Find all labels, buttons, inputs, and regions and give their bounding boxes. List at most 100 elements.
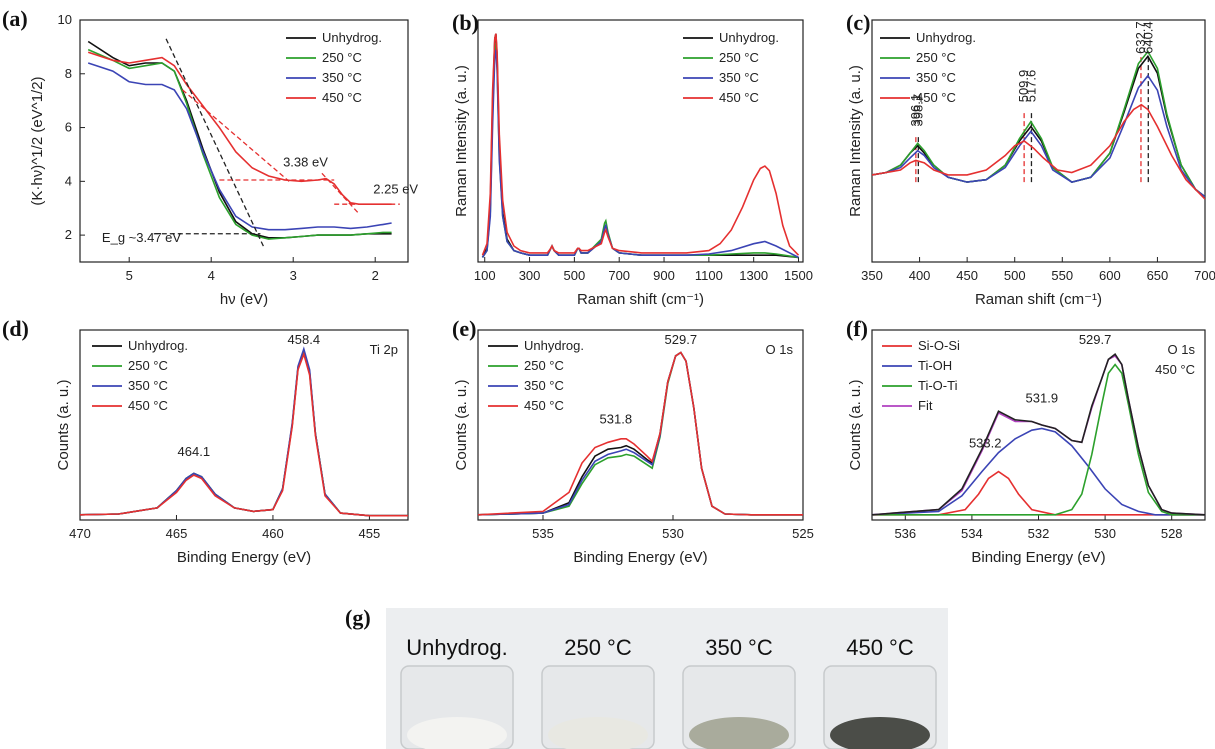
x-axis-label: hν (eV): [220, 291, 268, 308]
legend-label: 350 °C: [916, 70, 956, 85]
powder-sample: [548, 717, 648, 749]
chart-panel-e: 535 530 525 Binding Energy (eV) Counts (a. u…: [452, 316, 814, 566]
x-tick-label: 530: [662, 526, 684, 541]
peak-label: 509.9: [1016, 70, 1031, 103]
fit-line: [321, 172, 360, 215]
panel-subtitle: 450 °C: [1155, 362, 1195, 377]
annotation-label: 531.9: [1026, 391, 1059, 406]
series-line: [478, 351, 803, 516]
legend-label: 450 °C: [322, 90, 362, 105]
y-axis-label: Counts (a. u.): [453, 380, 470, 471]
series-line: [872, 54, 1205, 198]
x-tick-label: 1300: [739, 268, 768, 283]
series-line: [872, 74, 1205, 198]
panel-title: Ti 2p: [370, 342, 398, 357]
vial-label: Unhydrog.: [406, 635, 508, 660]
legend-label: Unhydrog.: [719, 30, 779, 45]
legend-label: 350 °C: [128, 378, 168, 393]
x-tick-label: 525: [792, 526, 814, 541]
x-tick-label: 500: [1004, 268, 1026, 283]
y-axis-label: Raman Intensity (a. u.): [847, 65, 864, 217]
legend-label: Unhydrog.: [524, 338, 584, 353]
vial-label: 350 °C: [705, 635, 773, 660]
legend-label: Unhydrog.: [128, 338, 188, 353]
peak-label: 632.7: [1133, 21, 1148, 54]
chart-panel-d: 470 465 460 455 Binding Energy (eV) Counts (a…: [2, 316, 409, 566]
series-line: [481, 33, 799, 259]
series-line: [872, 103, 1205, 200]
x-tick-label: 350: [861, 268, 883, 283]
x-tick-label: 100: [474, 268, 496, 283]
annotation-label: 529.7: [665, 332, 698, 347]
legend-label: 250 °C: [322, 50, 362, 65]
legend-label: 450 °C: [719, 90, 759, 105]
y-tick-label: 4: [65, 173, 72, 188]
x-tick-label: 300: [519, 268, 541, 283]
panel-label: (b): [452, 10, 479, 35]
x-tick-label: 900: [653, 268, 675, 283]
x-tick-label: 465: [166, 526, 188, 541]
panel-label: (g): [345, 605, 371, 630]
y-tick-label: 6: [65, 120, 72, 135]
plot-frame: [477, 19, 804, 263]
series-line: [872, 353, 1205, 516]
annotation-label: 3.38 eV: [283, 155, 328, 170]
x-axis-label: Binding Energy (eV): [971, 549, 1105, 566]
series-line: [872, 363, 1205, 516]
y-axis-label: (K·hν)^1/2 (eV^1/2): [29, 76, 46, 205]
x-tick-label: 528: [1161, 526, 1183, 541]
legend-label: Unhydrog.: [916, 30, 976, 45]
series-line: [478, 351, 803, 516]
annotation-label: 533.2: [969, 435, 1002, 450]
x-tick-label: 534: [961, 526, 983, 541]
series-line: [872, 427, 1205, 516]
panel-label: (c): [846, 10, 870, 35]
x-tick-label: 1100: [695, 268, 723, 283]
vial-label: 450 °C: [846, 635, 914, 660]
powder-sample: [689, 717, 789, 749]
y-tick-label: 2: [65, 227, 72, 242]
annotation-label: 464.1: [178, 444, 211, 459]
legend-label: 250 °C: [128, 358, 168, 373]
chart-panel-a: 5 4 3 2 2 4 6 8 10 hν (eV) (K·hν)^1/2 (eV^1/2) (a) U…: [2, 6, 418, 308]
series-line: [872, 50, 1205, 198]
legend-label: 450 °C: [916, 90, 956, 105]
peak-label: 517.6: [1023, 70, 1038, 103]
annotation-label: E_g ~3.47 eV: [102, 230, 181, 245]
chart-panel-c: 350 400 450 500 550 600 650 700 Raman shift (cm⁻…: [846, 10, 1215, 308]
x-tick-label: 2: [372, 268, 379, 283]
plot-frame: [79, 329, 409, 521]
x-tick-label: 3: [290, 268, 297, 283]
x-tick-label: 400: [909, 268, 931, 283]
x-tick-label: 460: [262, 526, 284, 541]
y-tick-label: 10: [58, 12, 72, 27]
panel-title: O 1s: [766, 342, 794, 357]
legend-label: Si-O-Si: [918, 338, 960, 353]
panel-label: (e): [452, 316, 476, 341]
y-axis-label: Counts (a. u.): [847, 380, 864, 471]
legend-label: 250 °C: [524, 358, 564, 373]
vial-label: 250 °C: [564, 635, 632, 660]
series-line: [478, 351, 803, 516]
series-line: [80, 346, 408, 517]
panel-label: (a): [2, 6, 28, 31]
series-line: [87, 51, 392, 205]
photo-panel: (g) Unhydrog. 250 °C 350 °C 450 °C: [345, 605, 948, 749]
peak-label: 396.1: [908, 94, 923, 127]
legend-label: 450 °C: [524, 398, 564, 413]
x-axis-label: Raman shift (cm⁻¹): [975, 291, 1102, 308]
series-line: [80, 351, 408, 517]
legend-label: Unhydrog.: [322, 30, 382, 45]
x-tick-label: 500: [564, 268, 586, 283]
x-tick-label: 650: [1147, 268, 1169, 283]
x-tick-label: 530: [1094, 526, 1116, 541]
annotation-label: 531.8: [600, 411, 633, 426]
legend-label: 350 °C: [322, 70, 362, 85]
x-tick-label: 535: [532, 526, 554, 541]
annotation-label: 458.4: [288, 332, 321, 347]
y-axis-label: Counts (a. u.): [55, 380, 72, 471]
series-line: [87, 62, 392, 231]
panel-label: (d): [2, 316, 29, 341]
legend-label: 450 °C: [128, 398, 168, 413]
